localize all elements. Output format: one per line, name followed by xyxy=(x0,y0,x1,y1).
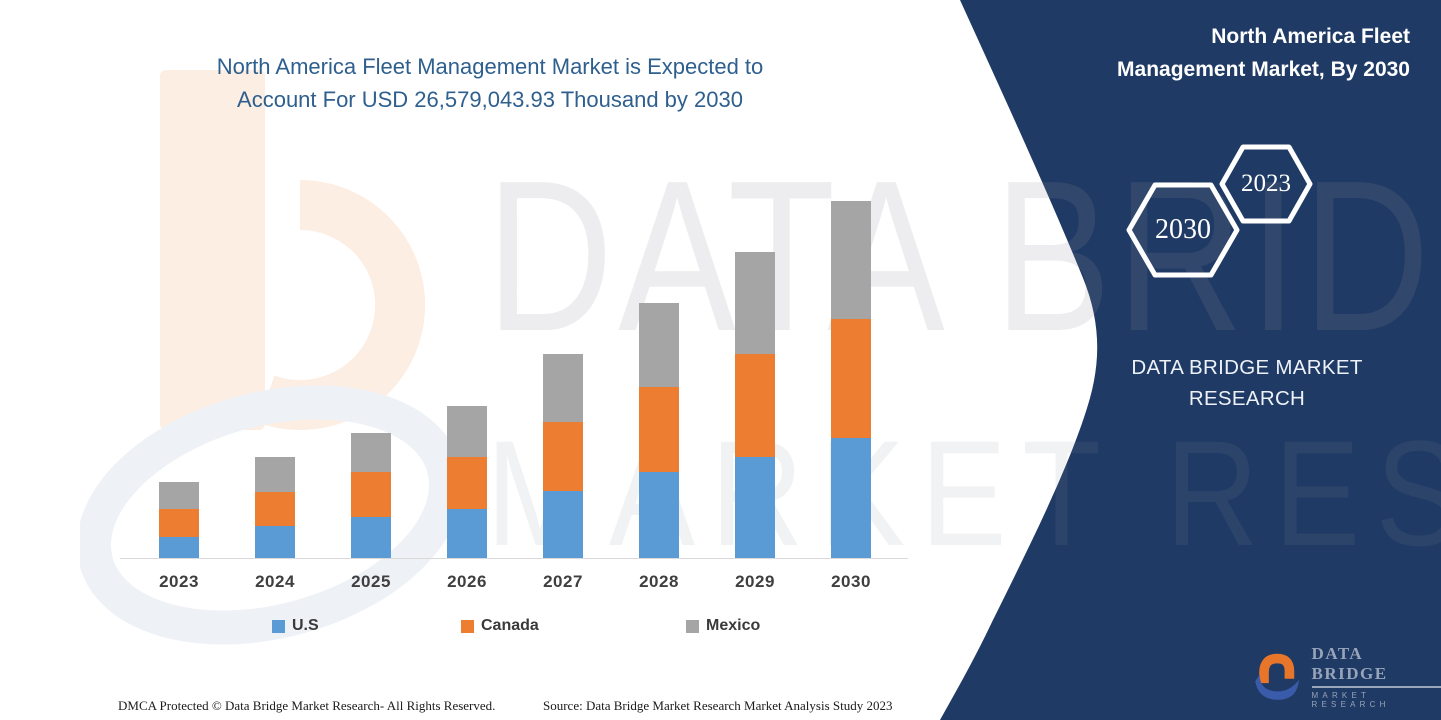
bar-segment-us-2027 xyxy=(543,490,583,558)
bar-2023 xyxy=(159,482,199,558)
bar-2028 xyxy=(639,302,679,558)
bar-segment-mexico-2026 xyxy=(447,406,487,457)
hexagon-label-2030: 2030 xyxy=(1155,214,1211,245)
legend-swatch-icon xyxy=(461,619,474,633)
x-axis-label-2026: 2026 xyxy=(447,572,487,591)
legend-label: Canada xyxy=(481,617,539,634)
data-bridge-logo-icon xyxy=(1255,653,1300,700)
bar-segment-canada-2023 xyxy=(159,509,199,537)
x-axis-label-2024: 2024 xyxy=(255,572,295,591)
bar-2030 xyxy=(831,200,871,558)
x-axis-line xyxy=(120,558,908,559)
bar-2025 xyxy=(351,433,391,558)
legend-item-mexico: Mexico xyxy=(686,617,760,635)
panel-title-line2: Management Market, By 2030 xyxy=(1117,58,1410,81)
chart-title-line2: Account For USD 26,579,043.93 Thousand b… xyxy=(237,87,743,112)
bar-segment-canada-2024 xyxy=(255,492,295,526)
bar-segment-us-2024 xyxy=(255,526,295,558)
bar-2024 xyxy=(255,457,295,558)
bar-segment-mexico-2029 xyxy=(735,251,775,354)
bar-segment-canada-2029 xyxy=(735,353,775,457)
hexagon-badge-2030: 2030 xyxy=(1126,181,1240,279)
chart-title: North America Fleet Management Market is… xyxy=(95,50,885,116)
data-bridge-logo: DATA BRIDGE MARKET RESEARCH xyxy=(1250,644,1441,709)
hexagon-icon-2030 xyxy=(1126,182,1240,278)
legend-item-canada: Canada xyxy=(461,617,539,635)
bar-segment-us-2030 xyxy=(831,437,871,558)
dmca-text: DMCA Protected © Data Bridge Market Rese… xyxy=(118,698,496,713)
logo-text: DATA BRIDGE MARKET RESEARCH xyxy=(1311,644,1441,709)
x-axis-label-2028: 2028 xyxy=(639,572,679,591)
chart-legend: U.S Canada Mexico xyxy=(0,617,935,643)
x-axis-labels: 2023 2024 2025 2026 2027 2028 2029 2030 xyxy=(120,572,910,598)
hexagon-badge-2023: 2023 xyxy=(1219,143,1313,225)
x-axis-label-2025: 2025 xyxy=(351,572,391,591)
hexagon-icon-2023 xyxy=(1219,144,1313,224)
panel-title-line1: North America Fleet xyxy=(1211,25,1410,48)
x-axis-label-2027: 2027 xyxy=(543,572,583,591)
bar-segment-us-2029 xyxy=(735,456,775,558)
bar-segment-canada-2027 xyxy=(543,421,583,491)
bar-segment-mexico-2028 xyxy=(639,302,679,387)
bar-segment-us-2025 xyxy=(351,517,391,558)
legend-label: Mexico xyxy=(706,617,761,634)
chart-title-line1: North America Fleet Management Market is… xyxy=(216,54,764,79)
bar-2029 xyxy=(735,251,775,558)
x-axis-label-2023: 2023 xyxy=(159,572,199,591)
bar-segment-us-2026 xyxy=(447,509,487,558)
bar-segment-mexico-2024 xyxy=(255,457,295,492)
hexagon-label-2023: 2023 xyxy=(1241,170,1291,197)
bar-2026 xyxy=(447,406,487,558)
panel-title: North America Fleet Management Market, B… xyxy=(1005,20,1410,86)
brand-name: DATA BRIDGE MARKET RESEARCH xyxy=(1083,352,1411,414)
brand-name-line1: DATA BRIDGE MARKET xyxy=(1131,356,1363,379)
legend-label: U.S xyxy=(292,617,319,634)
plot-area xyxy=(120,195,910,558)
brand-panel-background xyxy=(940,0,1441,720)
bar-segment-us-2028 xyxy=(639,471,679,558)
legend-swatch-icon xyxy=(272,619,285,633)
bar-segment-canada-2028 xyxy=(639,386,679,472)
source-text: Source: Data Bridge Market Research Mark… xyxy=(543,698,893,713)
bar-segment-canada-2026 xyxy=(447,457,487,509)
brand-name-line2: RESEARCH xyxy=(1188,387,1306,410)
logo-name: DATA BRIDGE xyxy=(1311,644,1441,688)
bar-2027 xyxy=(543,353,583,558)
bar-segment-mexico-2027 xyxy=(543,353,583,422)
bar-segment-us-2023 xyxy=(159,537,199,558)
data-bridge-watermark-icon xyxy=(80,70,464,645)
logo-subtitle: MARKET RESEARCH xyxy=(1311,691,1390,709)
legend-item-us: U.S xyxy=(272,617,319,635)
bar-segment-mexico-2030 xyxy=(831,200,871,319)
bar-segment-canada-2030 xyxy=(831,318,871,438)
legend-swatch-icon xyxy=(686,619,699,633)
x-axis-label-2030: 2030 xyxy=(831,572,871,591)
bar-segment-mexico-2023 xyxy=(159,482,199,509)
bar-segment-canada-2025 xyxy=(351,472,391,517)
x-axis-label-2029: 2029 xyxy=(735,572,775,591)
bar-segment-mexico-2025 xyxy=(351,433,391,472)
